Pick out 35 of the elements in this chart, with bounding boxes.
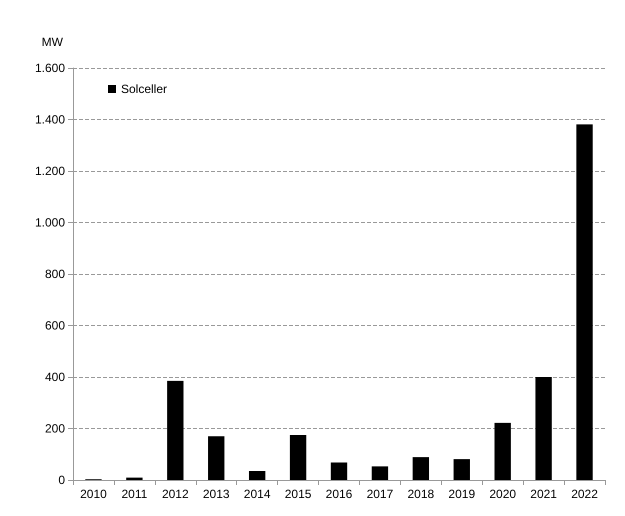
bar [248, 470, 266, 480]
y-tick-label: 0 [58, 473, 66, 487]
x-tick-label: 2019 [448, 487, 476, 501]
y-tick-label: 600 [44, 318, 66, 332]
x-tick-label: 2012 [162, 487, 189, 501]
bar [454, 459, 470, 480]
x-tick-label: 2021 [530, 487, 558, 501]
x-tick-label: 2017 [366, 487, 394, 501]
bar [494, 422, 511, 480]
bar [372, 466, 388, 480]
bar [167, 380, 184, 480]
y-tick-label: 1.400 [34, 112, 66, 126]
y-tick-label: 400 [44, 370, 66, 384]
y-tick-label: 800 [44, 267, 66, 281]
bar [330, 462, 348, 480]
x-tick-label: 2010 [80, 487, 108, 501]
bar [576, 124, 593, 480]
y-tick-label: 1.600 [34, 61, 66, 75]
y-tick-label: 1.000 [34, 216, 66, 230]
y-tick-label: 200 [44, 422, 66, 436]
x-tick-label: 2013 [202, 487, 230, 501]
x-tick-label: 2014 [244, 487, 271, 501]
bar [535, 377, 552, 480]
bar [290, 434, 306, 480]
legend-label: Solceller [121, 82, 168, 96]
x-tick-label: 2015 [284, 487, 312, 501]
x-tick-label: 2018 [407, 487, 435, 501]
x-tick-label: 2016 [326, 487, 353, 501]
bar [208, 436, 224, 480]
y-axis-title: MW [42, 35, 64, 49]
y-tick-label: 1.200 [34, 164, 66, 178]
x-tick-label: 2020 [489, 487, 516, 501]
x-tick-label: 2011 [121, 487, 148, 501]
x-tick-label: 2022 [571, 487, 598, 501]
bar [412, 457, 430, 480]
